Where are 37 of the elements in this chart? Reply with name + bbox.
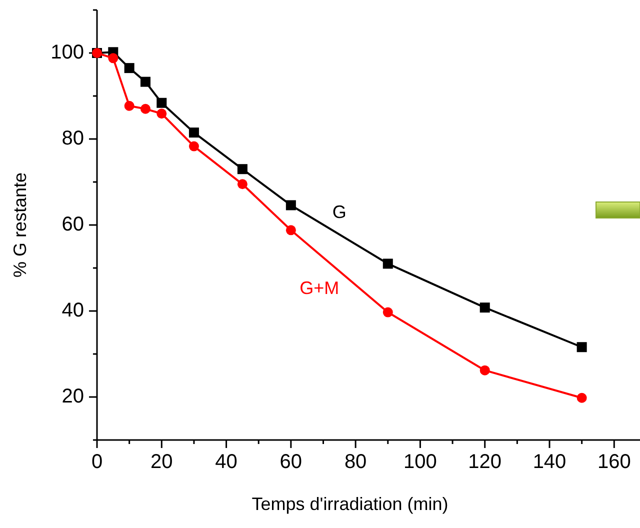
x-tick-label: 0 [91, 451, 103, 473]
point [156, 98, 167, 108]
x-tick-label: 140 [532, 451, 566, 473]
x-axis-title: Temps d'irradiation (min) [252, 494, 448, 514]
y-tick-label: 40 [62, 299, 84, 322]
point [576, 392, 587, 403]
x-tick-label: 20 [150, 451, 173, 473]
point [286, 225, 296, 236]
point [286, 200, 296, 210]
x-tick-label: 40 [215, 451, 238, 473]
x-tick-label: 60 [280, 451, 302, 473]
x-tick-label: 100 [404, 451, 437, 473]
point [576, 342, 587, 352]
y-tick-label: 20 [62, 385, 84, 408]
y-tick-label: 100 [50, 41, 84, 64]
y-tick-label: 60 [62, 213, 84, 236]
x-tick-label: 120 [468, 451, 502, 473]
series-label: G [332, 202, 346, 222]
point [480, 365, 490, 376]
point [156, 108, 167, 119]
point [188, 128, 199, 138]
point [382, 258, 393, 269]
point [382, 307, 393, 318]
point [188, 141, 199, 152]
point [124, 63, 134, 74]
point [108, 53, 118, 64]
point [124, 100, 134, 111]
point [237, 164, 248, 174]
point [480, 302, 490, 313]
x-tick-label: 160 [597, 451, 631, 473]
point [140, 104, 150, 114]
point [237, 179, 248, 190]
x-tick-label: 80 [344, 451, 367, 473]
series-label: G+M [300, 278, 340, 298]
y-tick-label: 80 [62, 127, 84, 150]
y-axis-title: % G restante [10, 172, 30, 278]
point [140, 76, 150, 87]
